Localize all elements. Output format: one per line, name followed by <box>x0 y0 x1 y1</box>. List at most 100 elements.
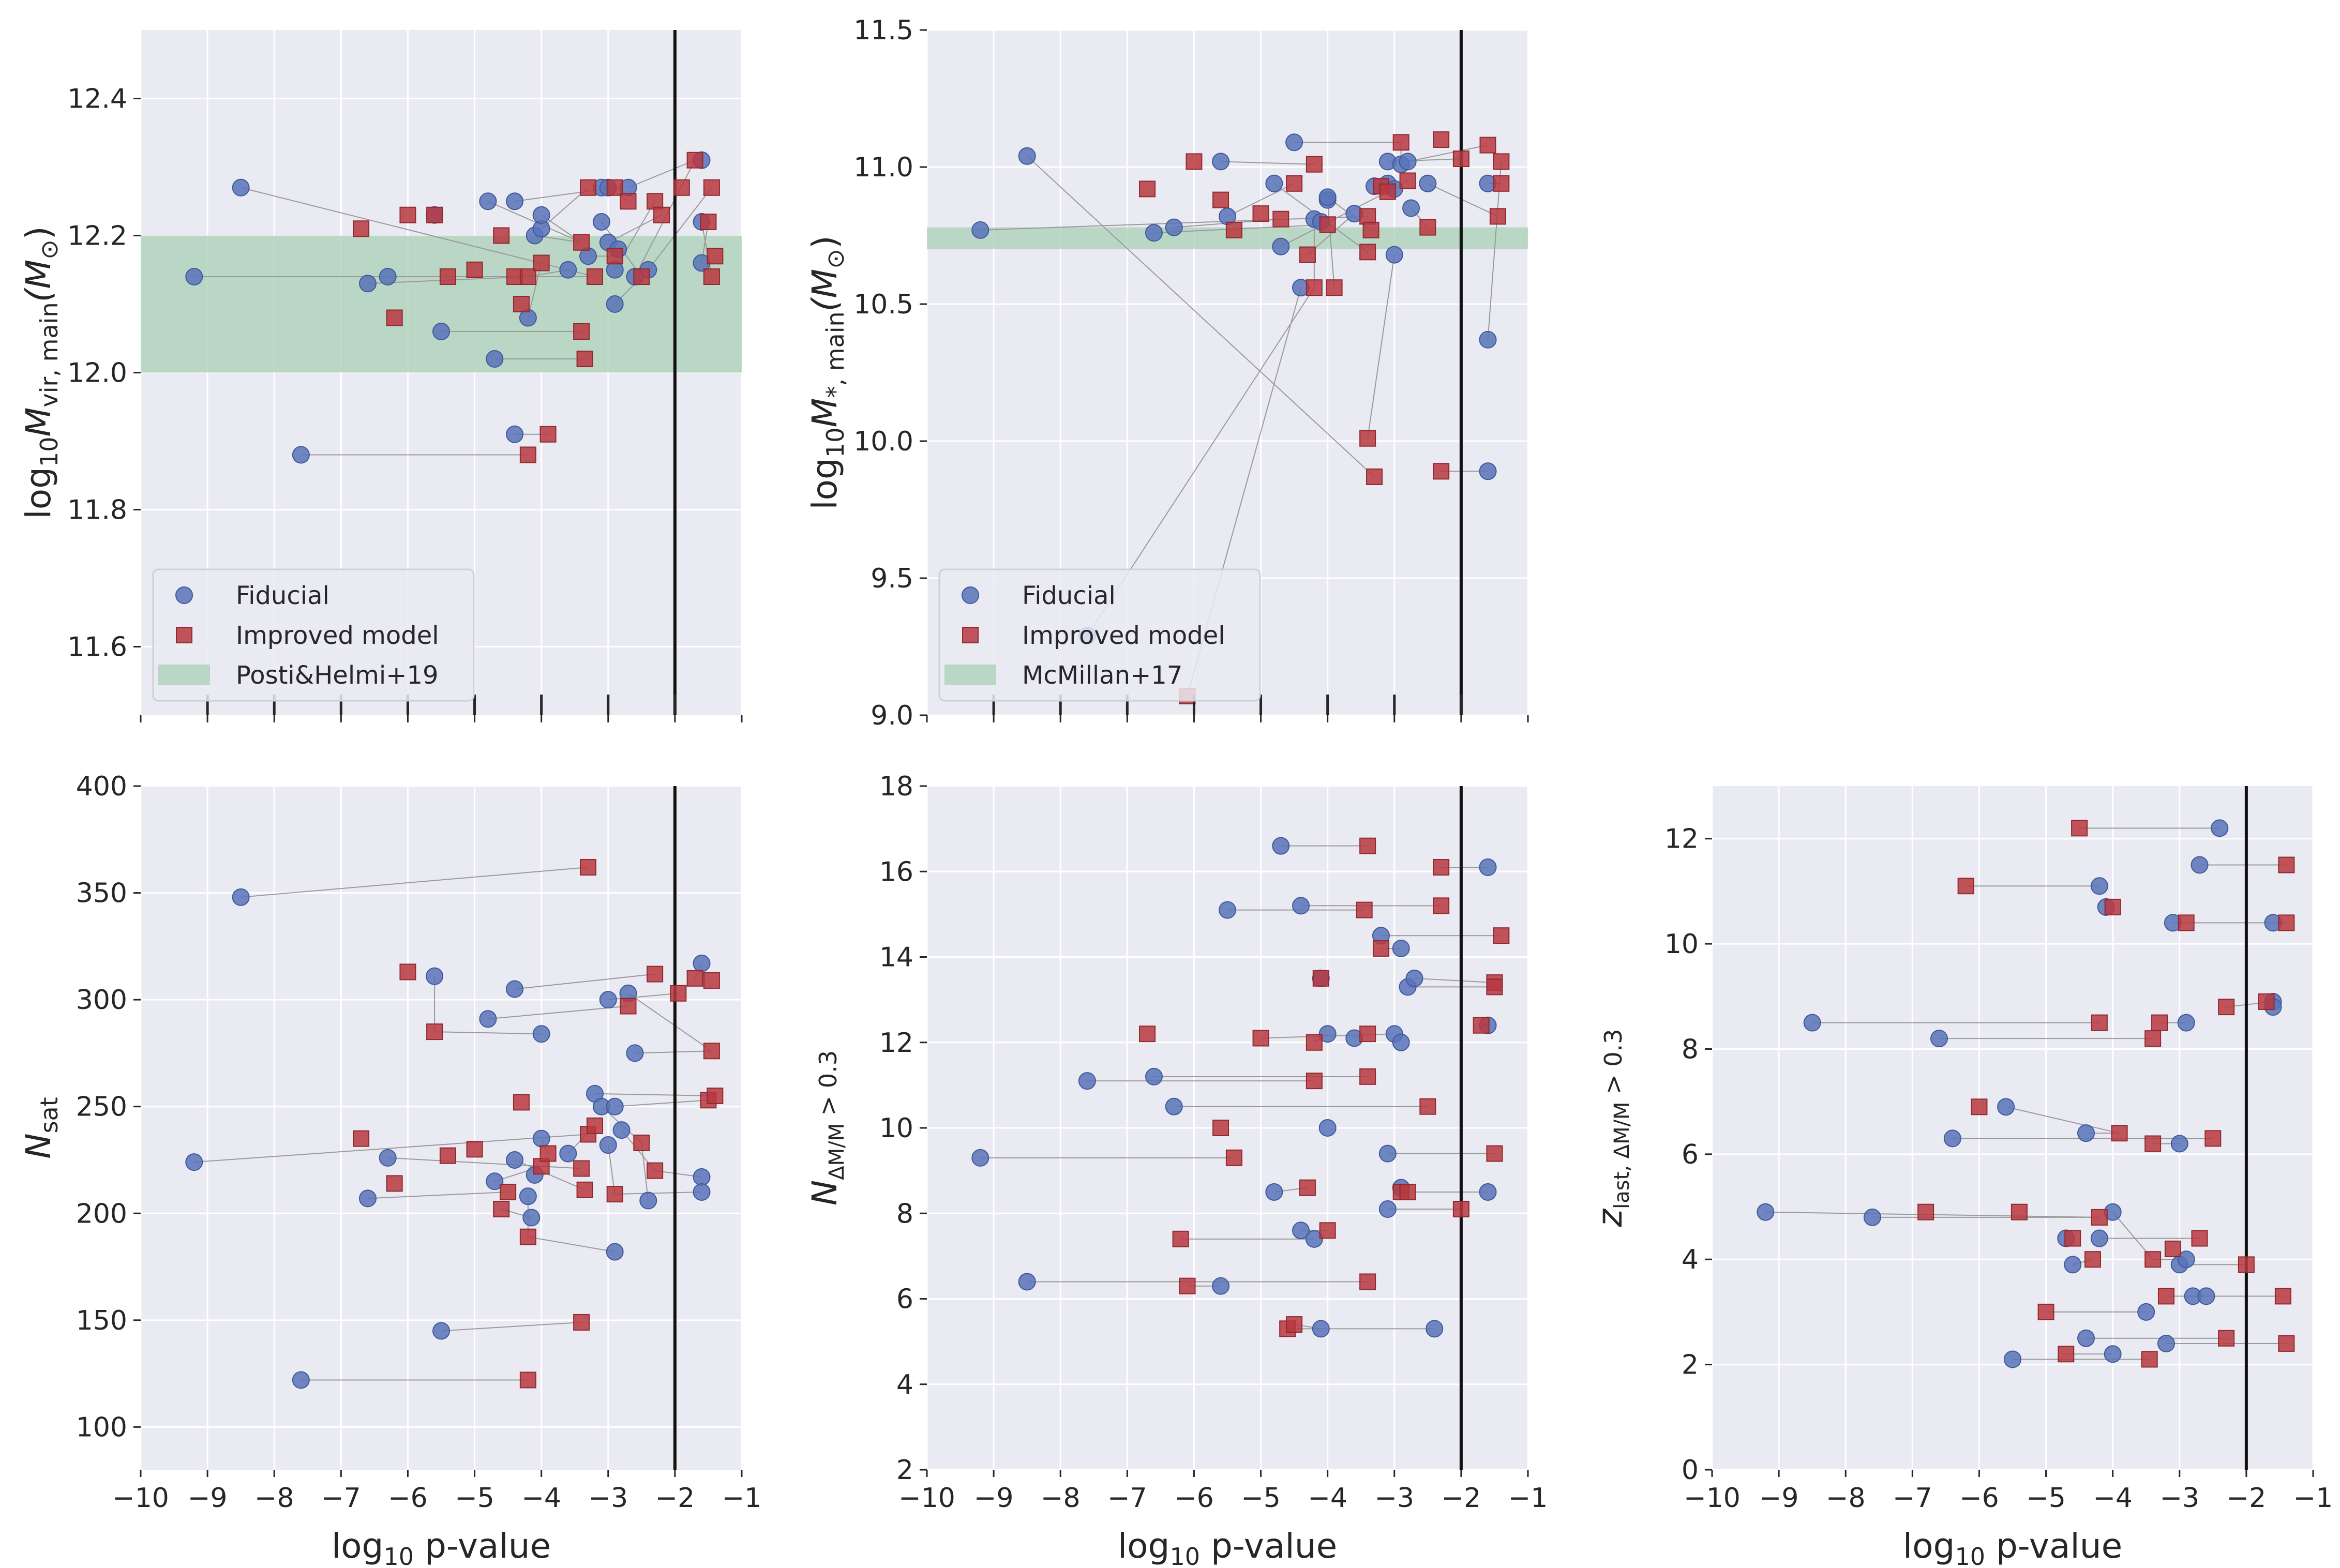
legend-box <box>152 568 475 702</box>
fiducial-point <box>185 1153 203 1171</box>
improved-point <box>539 426 557 443</box>
improved-point <box>1419 219 1436 236</box>
x-tick-label: −7 <box>321 1483 361 1514</box>
improved-point <box>353 1130 370 1147</box>
x-tick-label: −5 <box>1241 1483 1281 1514</box>
improved-point <box>1179 1277 1196 1294</box>
y-tick-label: 6 <box>1682 1139 1699 1170</box>
improved-point <box>1186 153 1203 170</box>
fiducial-point <box>639 1192 657 1210</box>
x-tick-label: −7 <box>1893 1483 1932 1514</box>
panel-mstar: 9.0 9.5 10.0 10.5 11.0 11.5 log10M*, main(M⊙) F… <box>805 15 1529 731</box>
fiducial-point <box>693 1183 711 1201</box>
connector-line <box>594 1093 715 1097</box>
x-tick-label: −9 <box>1759 1483 1799 1514</box>
fiducial-point <box>693 1168 711 1186</box>
x-tick-label: −4 <box>1308 1483 1347 1514</box>
connectors <box>980 845 1502 1330</box>
connector-line <box>514 973 655 990</box>
improved-point <box>1366 468 1383 485</box>
improved-point <box>1286 175 1303 192</box>
fiducial-point <box>1305 1230 1323 1248</box>
x-tick-label: −9 <box>974 1483 1014 1514</box>
y-tick-label: 8 <box>896 1198 913 1229</box>
improved-point <box>1252 205 1269 222</box>
improved-point <box>1419 1098 1436 1115</box>
improved-point <box>2178 914 2195 931</box>
fiducial-point <box>1145 1067 1163 1085</box>
improved-point <box>2218 999 2235 1016</box>
fiducial-point <box>292 1371 310 1389</box>
connector-line <box>1407 144 1488 162</box>
improved-point <box>1957 878 1974 895</box>
x-tick-label: −10 <box>1684 1483 1741 1514</box>
improved-point <box>606 179 623 196</box>
improved-point <box>1452 1200 1469 1217</box>
fiducial-point <box>2211 819 2229 837</box>
legend-fiducial-marker <box>175 586 193 604</box>
improved-point <box>2157 1288 2174 1305</box>
fiducial-point <box>2170 1135 2188 1153</box>
fiducial-point <box>1402 199 1420 217</box>
fiducial-point <box>2090 1229 2108 1247</box>
legend-label: McMillan+17 <box>1022 661 1182 690</box>
improved-point <box>1306 279 1323 296</box>
improved-point <box>1326 279 1343 296</box>
improved-point <box>576 351 593 367</box>
improved-point <box>2144 1030 2162 1047</box>
fiducial-point <box>606 1097 624 1115</box>
improved-point <box>1212 1120 1229 1136</box>
improved-point <box>1917 1203 1934 1220</box>
fiducial-point <box>1419 174 1437 192</box>
improved-point <box>633 1134 650 1151</box>
improved-point <box>1452 150 1469 168</box>
fiducial-point <box>1265 1183 1283 1201</box>
fiducial-point <box>1392 1033 1410 1051</box>
fiducial-point <box>479 192 497 210</box>
improved-point <box>647 966 664 983</box>
fiducial-point <box>1426 1320 1444 1338</box>
fiducial-point <box>532 1129 550 1148</box>
legend-band-swatch <box>944 665 996 685</box>
fiducial-point <box>606 1243 624 1261</box>
fiducial-point <box>626 1044 644 1062</box>
fiducial-point <box>2191 856 2209 874</box>
improved-point <box>1306 1073 1323 1090</box>
improved-point <box>673 179 690 196</box>
fiducial-point <box>1863 1208 1881 1226</box>
x-tick-label: −8 <box>254 1483 294 1514</box>
fiducial-point <box>232 888 250 906</box>
fiducial-point <box>522 1209 541 1227</box>
y-tick-label: 4 <box>1682 1244 1699 1275</box>
x-tick-label: −2 <box>2227 1483 2267 1514</box>
y-tick-label: 12 <box>1664 824 1699 855</box>
improved-point <box>1372 940 1389 957</box>
improved-point <box>399 963 416 981</box>
fiducial-point <box>532 206 550 224</box>
legend-label: Fiducial <box>236 581 329 610</box>
x-tick-label: −4 <box>2093 1483 2133 1514</box>
x-tick-label: −1 <box>2293 1483 2333 1514</box>
fiducial-point <box>599 991 617 1009</box>
y-tick-label: 100 <box>76 1412 127 1443</box>
y-tick-label: 250 <box>76 1092 127 1123</box>
improved-point <box>647 1162 664 1179</box>
improved-point <box>1379 183 1396 200</box>
fiducial-point <box>1930 1030 1948 1048</box>
x-tick-label: −6 <box>388 1483 428 1514</box>
panel-nmerge: 2 4 6 8 10 12 14 16 18 −10 −9 −8 −7 −6 −5 −4 −3 −2 −1 log10… <box>805 771 1548 1568</box>
fiducial-point <box>506 980 524 998</box>
improved-point <box>1172 1230 1189 1247</box>
improved-point <box>586 1117 603 1134</box>
fiducial-point <box>2077 1329 2095 1347</box>
improved-point <box>386 1175 403 1192</box>
y-axis-label: log10Mvir, main(M⊙) <box>19 226 63 519</box>
fiducial-point <box>358 1189 377 1208</box>
improved-point <box>1433 131 1450 148</box>
improved-point <box>703 1043 720 1060</box>
improved-point <box>1399 1183 1416 1200</box>
connector-line <box>627 992 712 1052</box>
improved-point <box>653 206 670 223</box>
improved-point <box>1486 978 1503 996</box>
fiducial-point <box>486 1172 504 1190</box>
